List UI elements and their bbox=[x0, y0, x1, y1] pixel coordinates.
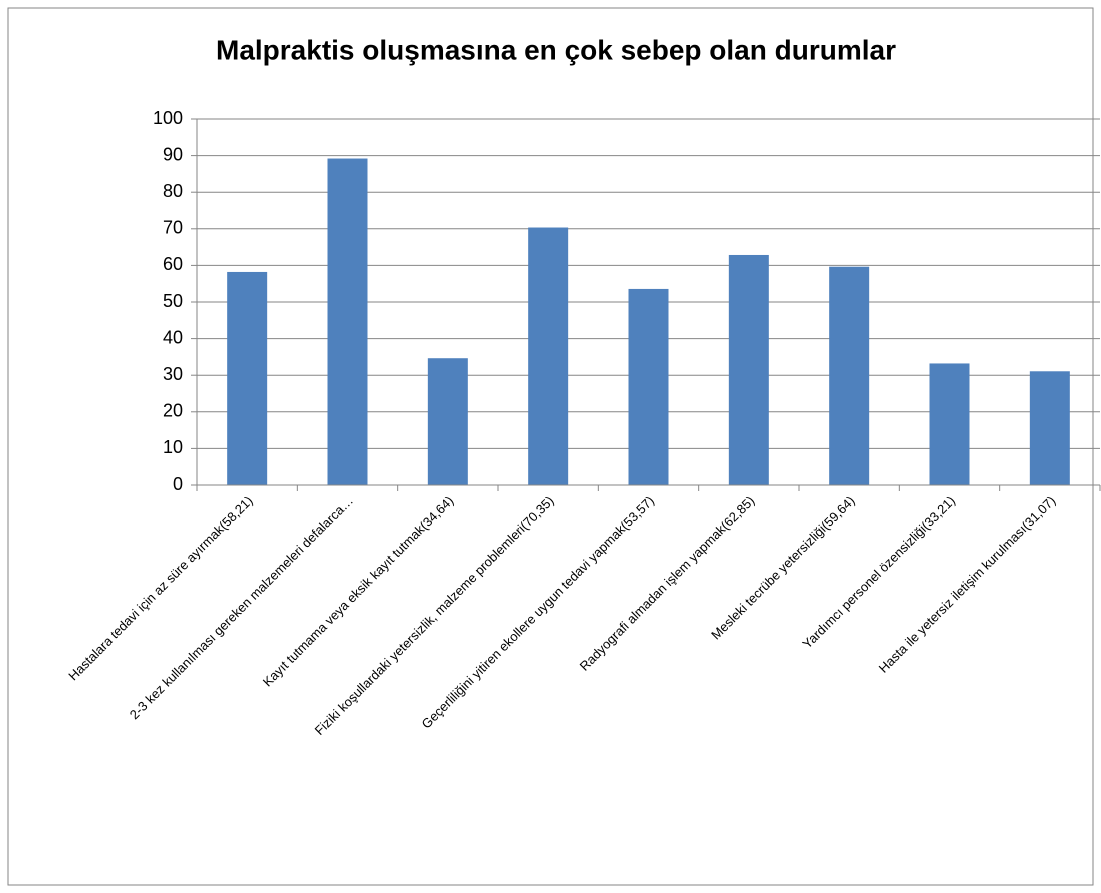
bar bbox=[1029, 371, 1070, 485]
bar bbox=[728, 254, 769, 485]
y-tick-label: 10 bbox=[163, 437, 183, 457]
y-tick-label: 70 bbox=[163, 218, 183, 238]
bar bbox=[528, 227, 569, 486]
y-tick-label: 0 bbox=[173, 474, 183, 494]
chart-title: Malpraktis oluşmasına en çok sebep olan … bbox=[216, 34, 896, 65]
y-tick-label: 100 bbox=[153, 108, 183, 128]
y-tick-label: 80 bbox=[163, 181, 183, 201]
bar bbox=[427, 358, 468, 485]
bar bbox=[829, 266, 870, 485]
bar bbox=[227, 271, 268, 485]
bar bbox=[327, 158, 368, 485]
y-tick-label: 90 bbox=[163, 144, 183, 164]
y-tick-label: 60 bbox=[163, 254, 183, 274]
y-tick-label: 20 bbox=[163, 401, 183, 421]
y-tick-label: 50 bbox=[163, 291, 183, 311]
bar bbox=[929, 363, 970, 485]
y-tick-label: 40 bbox=[163, 327, 183, 347]
bar bbox=[628, 288, 669, 485]
y-tick-label: 30 bbox=[163, 364, 183, 384]
